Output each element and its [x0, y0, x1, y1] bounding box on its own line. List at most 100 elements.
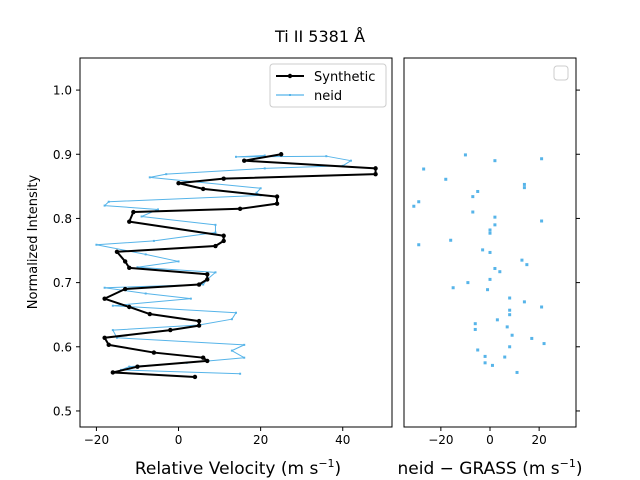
synthetic-data-point	[151, 350, 157, 355]
residual-data-point	[488, 228, 492, 232]
residual-data-point	[493, 159, 497, 163]
neid-data-point	[239, 372, 242, 375]
neid-data-point	[177, 260, 180, 263]
neid-data-point	[243, 356, 246, 359]
synthetic-data-point	[221, 176, 226, 181]
left-plot-area	[95, 152, 378, 380]
left-y-tick-label: 0.8	[53, 212, 72, 226]
residual-data-point	[483, 361, 487, 365]
residual-data-point	[510, 333, 514, 337]
legend-neid-label: neid	[314, 89, 342, 104]
synthetic-data-point	[127, 219, 132, 224]
residual-data-point	[522, 182, 526, 186]
left-y-tick-label: 0.9	[53, 148, 72, 162]
residual-data-point	[486, 288, 490, 292]
synthetic-data-point	[200, 355, 206, 360]
synthetic-data-point	[106, 342, 111, 348]
synthetic-data-point	[242, 158, 247, 163]
synthetic-data-point	[373, 171, 378, 177]
residual-data-point	[493, 266, 497, 270]
synthetic-data-point	[213, 243, 218, 249]
residual-data-point	[473, 327, 477, 331]
right-x-tick-label: 20	[532, 433, 547, 447]
residual-data-point	[488, 231, 492, 235]
residual-data-point	[444, 177, 448, 181]
left-x-tick-label: 40	[335, 433, 350, 447]
residual-data-point	[493, 223, 497, 227]
residual-data-point	[540, 157, 544, 161]
residual-data-point	[522, 186, 526, 190]
left-legend: Synthetic neid	[269, 63, 387, 108]
right-panel: −20 0 20 neid − GRASS (m s−1)	[397, 57, 583, 479]
neid-data-point	[111, 329, 114, 332]
neid-data-point	[165, 173, 168, 176]
left-y-tick-label: 0.7	[53, 276, 72, 290]
synthetic-data-point	[110, 370, 116, 375]
left-x-tick-label: 20	[253, 433, 268, 447]
residual-data-point	[466, 281, 470, 285]
neid-data-point	[157, 208, 159, 211]
right-x-axis-label: neid − GRASS (m s−1)	[397, 457, 582, 479]
neid-data-point	[235, 155, 237, 158]
synthetic-data-point	[147, 311, 152, 317]
neid-data-point	[136, 266, 139, 269]
neid-data-point	[111, 304, 114, 307]
neid-data-point	[214, 271, 217, 274]
residual-data-point	[481, 248, 485, 252]
chart-title: Ti II 5381 Å	[274, 27, 365, 46]
synthetic-data-point	[102, 296, 107, 301]
synthetic-data-point	[237, 206, 243, 212]
neid-data-point	[140, 215, 143, 218]
neid-data-point	[128, 365, 131, 368]
left-y-axis-label: Normalized Intensity	[26, 174, 41, 309]
left-legend-box	[269, 63, 387, 108]
neid-data-point	[107, 200, 110, 203]
right-x-tick-label: −20	[428, 433, 453, 447]
residual-data-point	[515, 370, 519, 374]
synthetic-data-point	[205, 277, 210, 282]
neid-data-point	[202, 283, 205, 286]
neid-data-point	[95, 243, 98, 246]
left-y-tick-label: 0.5	[53, 404, 72, 418]
synthetic-data-point	[135, 364, 140, 369]
residual-data-point	[463, 153, 467, 157]
residual-data-point	[525, 263, 529, 267]
synthetic-data-point	[205, 272, 210, 277]
neid-data-point	[230, 349, 233, 352]
neid-data-point	[144, 292, 147, 295]
legend-synthetic-label: Synthetic	[314, 70, 375, 85]
residual-data-point	[530, 336, 534, 340]
residual-data-point	[540, 219, 544, 223]
neid-data-point	[235, 311, 237, 314]
residual-data-point	[476, 189, 480, 193]
right-ticks: −20 0 20	[428, 89, 580, 447]
neid-data-point	[214, 231, 217, 234]
residual-data-point	[503, 355, 507, 359]
right-plot-area	[412, 153, 546, 374]
left-y-tick-label: 0.6	[53, 340, 72, 354]
neid-data-point	[148, 176, 151, 179]
left-y-tick-label: 1.0	[53, 84, 72, 98]
residual-data-point	[522, 300, 526, 304]
synthetic-data-point	[221, 238, 226, 244]
residual-data-point	[505, 325, 509, 329]
residual-data-point	[451, 286, 455, 290]
neid-data-point	[259, 187, 262, 190]
left-x-tick-label: −20	[84, 433, 109, 447]
left-ticks: −20 0 20 40 0.5 0.6 0.7 0.8 0.9 1.0	[53, 84, 350, 447]
neid-data-point	[214, 223, 217, 226]
residual-data-point	[488, 250, 492, 254]
synthetic-data-point	[114, 249, 120, 255]
neid-data-point	[349, 159, 352, 162]
neid-data-point	[263, 154, 266, 157]
left-x-tick-label: 0	[175, 433, 183, 447]
neid-data-point	[230, 318, 233, 321]
residual-data-point	[495, 318, 499, 322]
residual-data-point	[508, 296, 512, 300]
residual-data-point	[422, 167, 426, 171]
neid-data-point	[103, 204, 106, 207]
residual-data-point	[508, 345, 512, 349]
residual-data-point	[483, 354, 487, 358]
residual-data-point	[508, 308, 512, 312]
